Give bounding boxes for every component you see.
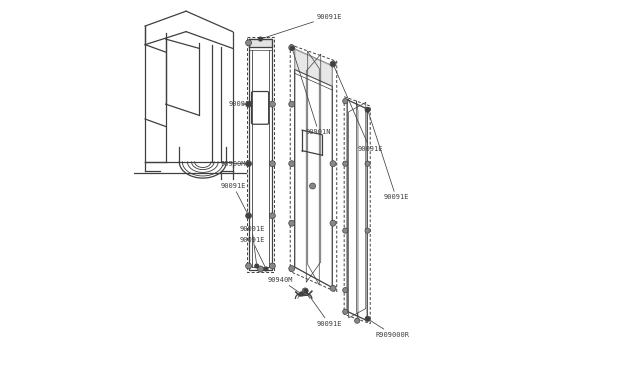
Circle shape xyxy=(246,40,252,46)
Circle shape xyxy=(342,161,348,166)
Circle shape xyxy=(342,309,348,314)
Text: 90091E: 90091E xyxy=(263,14,342,38)
Circle shape xyxy=(246,101,252,107)
Circle shape xyxy=(289,266,294,272)
Text: 90091E: 90091E xyxy=(334,67,383,152)
Circle shape xyxy=(342,228,348,233)
Circle shape xyxy=(289,45,294,51)
Circle shape xyxy=(365,228,370,233)
Circle shape xyxy=(310,183,316,189)
Circle shape xyxy=(365,316,370,321)
Circle shape xyxy=(257,266,264,272)
Polygon shape xyxy=(248,39,273,46)
Circle shape xyxy=(331,62,335,66)
Circle shape xyxy=(330,285,336,291)
Circle shape xyxy=(304,289,308,293)
Text: 90091E: 90091E xyxy=(369,112,409,200)
Circle shape xyxy=(269,213,275,219)
Text: 90091E: 90091E xyxy=(239,226,265,263)
Circle shape xyxy=(246,102,250,106)
Circle shape xyxy=(365,161,370,166)
Circle shape xyxy=(269,101,275,107)
Circle shape xyxy=(259,37,262,41)
Text: 90091E: 90091E xyxy=(307,293,342,327)
Text: 90091E: 90091E xyxy=(221,183,247,213)
Circle shape xyxy=(289,161,294,167)
Circle shape xyxy=(330,61,336,67)
Polygon shape xyxy=(294,49,332,86)
Circle shape xyxy=(246,263,252,269)
Text: 90091E: 90091E xyxy=(229,101,254,107)
Text: 90940M: 90940M xyxy=(268,277,299,292)
Circle shape xyxy=(330,220,336,226)
Circle shape xyxy=(365,107,370,112)
Circle shape xyxy=(302,288,308,294)
Text: 90900M: 90900M xyxy=(221,161,246,167)
Circle shape xyxy=(246,214,250,218)
Circle shape xyxy=(269,161,275,167)
Circle shape xyxy=(291,46,294,50)
Circle shape xyxy=(330,161,336,167)
Circle shape xyxy=(289,101,294,107)
Circle shape xyxy=(365,317,369,321)
Circle shape xyxy=(365,108,369,112)
Circle shape xyxy=(246,162,250,166)
Circle shape xyxy=(289,220,294,226)
Circle shape xyxy=(355,318,360,323)
Circle shape xyxy=(246,213,252,219)
Text: R909000R: R909000R xyxy=(370,320,410,338)
Text: 90091E: 90091E xyxy=(239,237,265,266)
Circle shape xyxy=(342,288,348,293)
Circle shape xyxy=(264,267,268,271)
Circle shape xyxy=(255,264,259,268)
Circle shape xyxy=(269,263,275,269)
Text: 90901N: 90901N xyxy=(293,51,332,135)
Circle shape xyxy=(246,161,252,167)
Circle shape xyxy=(300,292,303,296)
Circle shape xyxy=(342,99,348,104)
